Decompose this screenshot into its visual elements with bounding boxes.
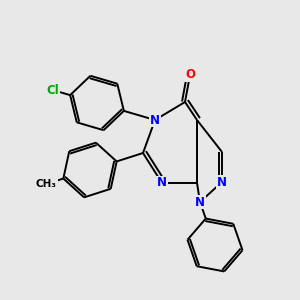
Text: CH₃: CH₃ [36,179,57,189]
Text: O: O [185,68,195,82]
Text: N: N [157,176,167,190]
Text: N: N [217,176,227,188]
Text: N: N [150,113,160,127]
Text: N: N [195,196,205,208]
Text: Cl: Cl [46,84,59,97]
